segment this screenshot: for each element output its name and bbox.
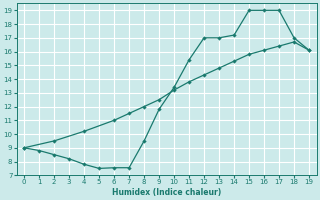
X-axis label: Humidex (Indice chaleur): Humidex (Indice chaleur) [112,188,221,197]
